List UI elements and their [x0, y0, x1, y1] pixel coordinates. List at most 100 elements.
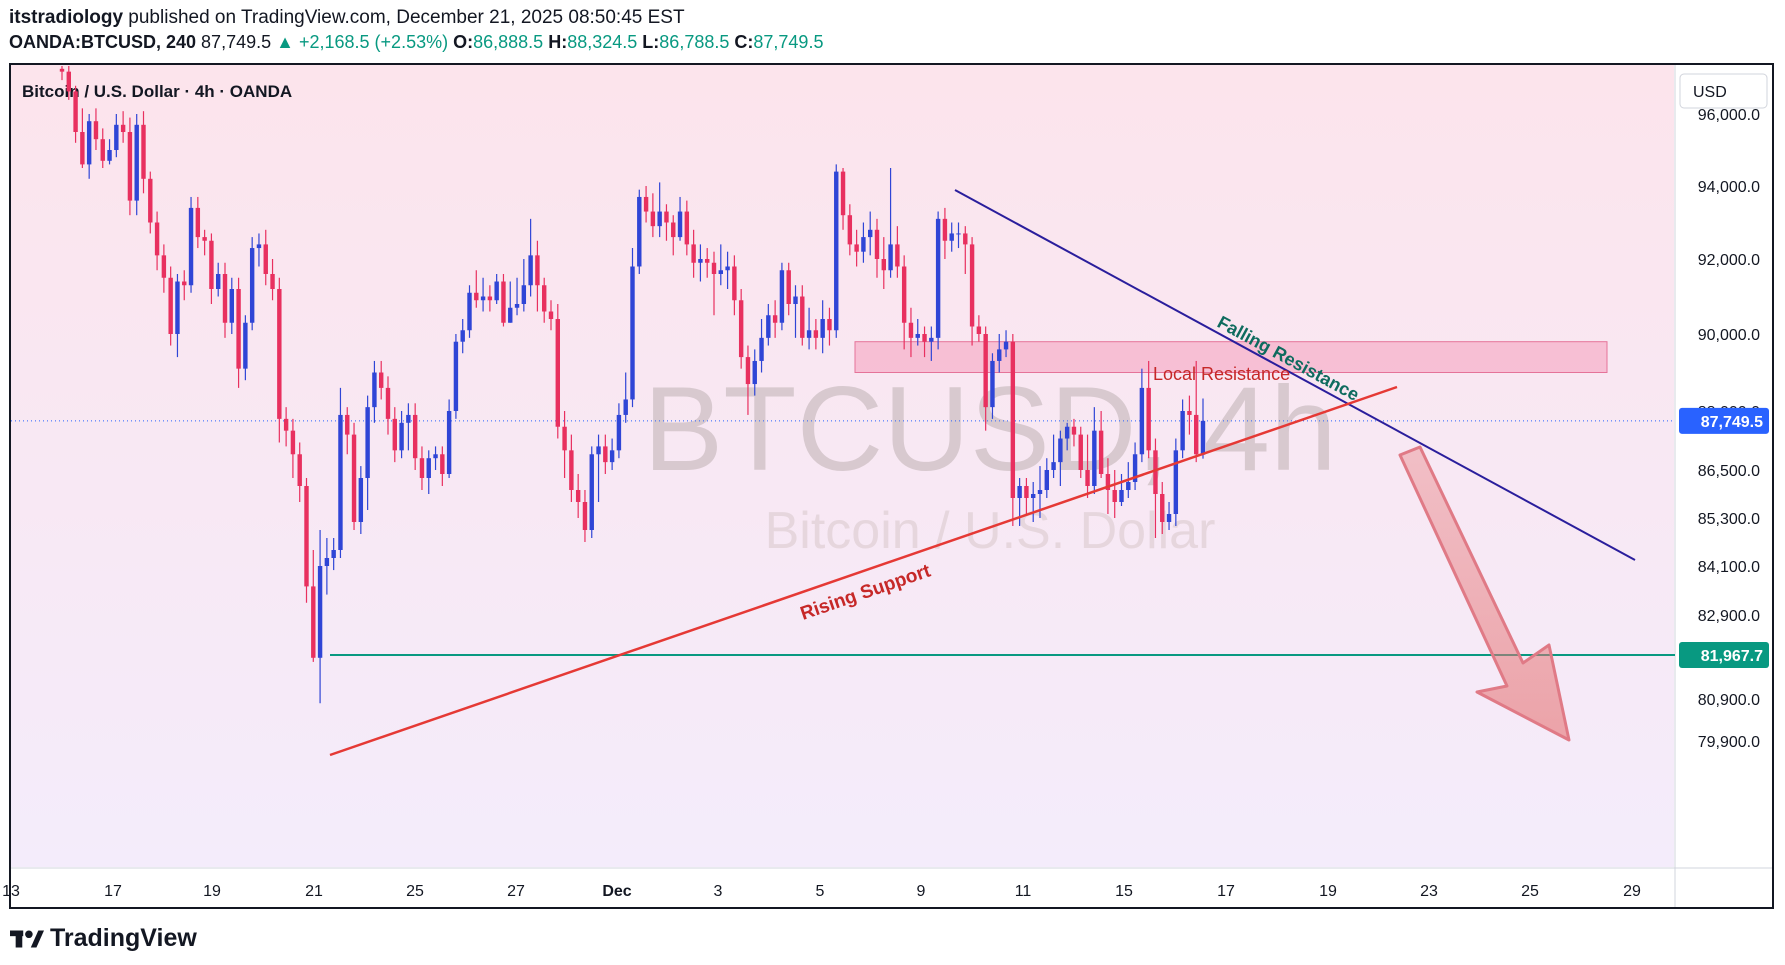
candle-body: [1017, 486, 1022, 498]
local-resistance-label[interactable]: Local Resistance: [1153, 364, 1290, 384]
candle-body: [745, 357, 751, 385]
candle-body: [134, 124, 139, 201]
candle-body: [555, 319, 560, 427]
candle-body: [148, 178, 153, 223]
candle-body: [990, 360, 995, 408]
symbol-label[interactable]: OANDA:BTCUSD, 240: [9, 32, 197, 52]
time-tick-label: Dec: [602, 883, 631, 900]
candle-body: [1194, 414, 1199, 455]
candle-body: [1024, 486, 1029, 498]
candle-body: [725, 266, 730, 271]
candle-body: [161, 255, 167, 278]
local-resistance-zone[interactable]: [854, 341, 1608, 374]
last-price-badge: [1679, 407, 1769, 434]
candle-body: [297, 454, 302, 486]
currency-label: USD: [1693, 84, 1727, 101]
candle-body: [501, 281, 506, 323]
candle-body: [304, 486, 309, 587]
candle-body: [229, 289, 234, 323]
candle-body: [270, 274, 275, 289]
candle-body: [426, 458, 431, 478]
candle-body: [589, 454, 594, 530]
candle-body: [345, 414, 350, 435]
candle-body: [1126, 482, 1131, 490]
candle-body: [311, 586, 316, 658]
candle-body: [182, 281, 187, 286]
candle-body: [698, 259, 703, 263]
candle-body: [379, 372, 384, 388]
candle-body: [290, 430, 296, 455]
candle-body: [1153, 450, 1158, 494]
price-tick-label: 79,900.0: [1698, 734, 1760, 751]
time-axis[interactable]: 13 17 19 21 25 27 Dec 3 5 9 11 15 17 19 23 25 29: [2, 883, 1641, 900]
candle-body: [664, 211, 669, 223]
candlestick-series: [59, 66, 1206, 704]
candle-body: [800, 296, 805, 338]
candle-body: [997, 349, 1002, 361]
candle-body: [114, 124, 119, 150]
candle-body: [895, 244, 900, 267]
candle-body: [535, 255, 540, 286]
candle-body: [1146, 387, 1151, 451]
time-tick-label: 25: [406, 883, 424, 900]
target-price-badge: [1679, 642, 1769, 668]
candle-body: [338, 414, 343, 550]
time-tick-label: 13: [2, 883, 20, 900]
candle-body: [963, 233, 968, 245]
author-name[interactable]: itstradiology: [9, 7, 124, 28]
candle-body: [840, 171, 846, 216]
candle-body: [1160, 494, 1165, 522]
candle-body: [324, 558, 330, 566]
candle-body: [922, 334, 927, 342]
candle-body: [976, 326, 982, 334]
candle-body: [283, 418, 289, 431]
candle-body: [1098, 430, 1104, 474]
candle-body: [263, 244, 268, 274]
price-tick-label: 96,000.0: [1698, 107, 1760, 124]
price-tick-label: 85,300.0: [1698, 511, 1760, 528]
candle-body: [596, 446, 601, 455]
candle-body: [1173, 450, 1179, 514]
rising-support-line[interactable]: [329, 385, 1398, 757]
candle-body: [901, 266, 907, 323]
candle-body: [514, 304, 520, 308]
time-axis-background: [11, 869, 1772, 907]
candle-body: [766, 315, 771, 338]
open-label: O:: [453, 32, 474, 52]
candle-body: [412, 414, 418, 459]
chart-frame[interactable]: [9, 63, 1774, 909]
candle-body: [188, 207, 194, 286]
candle-body: [1037, 490, 1043, 494]
candle-body: [487, 296, 493, 301]
currency-button[interactable]: [1679, 73, 1768, 109]
last-price-badge-text: 87,749.5: [1701, 414, 1763, 431]
candle-body: [1139, 387, 1145, 455]
candle-body: [1187, 411, 1192, 415]
bearish-projection-arrow-icon[interactable]: [1398, 445, 1571, 742]
candle-body: [100, 139, 105, 161]
candle-body: [494, 281, 499, 301]
candle-body: [548, 311, 554, 319]
candle-body: [1010, 341, 1016, 498]
candle-body: [718, 270, 723, 274]
candle-body: [677, 211, 683, 238]
candle-body: [216, 274, 221, 289]
change-value: +2,168.5 (+2.53%): [298, 32, 449, 52]
time-tick-label: 23: [1420, 883, 1438, 900]
candle-body: [1058, 438, 1063, 463]
tradingview-logo[interactable]: TradingView: [10, 924, 197, 953]
candle-body: [793, 296, 798, 304]
candle-body: [732, 266, 737, 301]
candle-body: [256, 244, 262, 249]
watermark-name: Bitcoin / U.S. Dollar: [765, 502, 1216, 560]
candle-body: [474, 292, 479, 301]
high-value: 88,324.5: [567, 32, 638, 52]
falling-resistance-line[interactable]: [954, 189, 1636, 561]
candle-body: [603, 446, 608, 463]
candle-body: [392, 418, 397, 451]
candle-body: [249, 248, 255, 323]
candle-body: [1180, 411, 1185, 451]
candle-body: [508, 307, 513, 323]
candle-body: [834, 171, 839, 331]
